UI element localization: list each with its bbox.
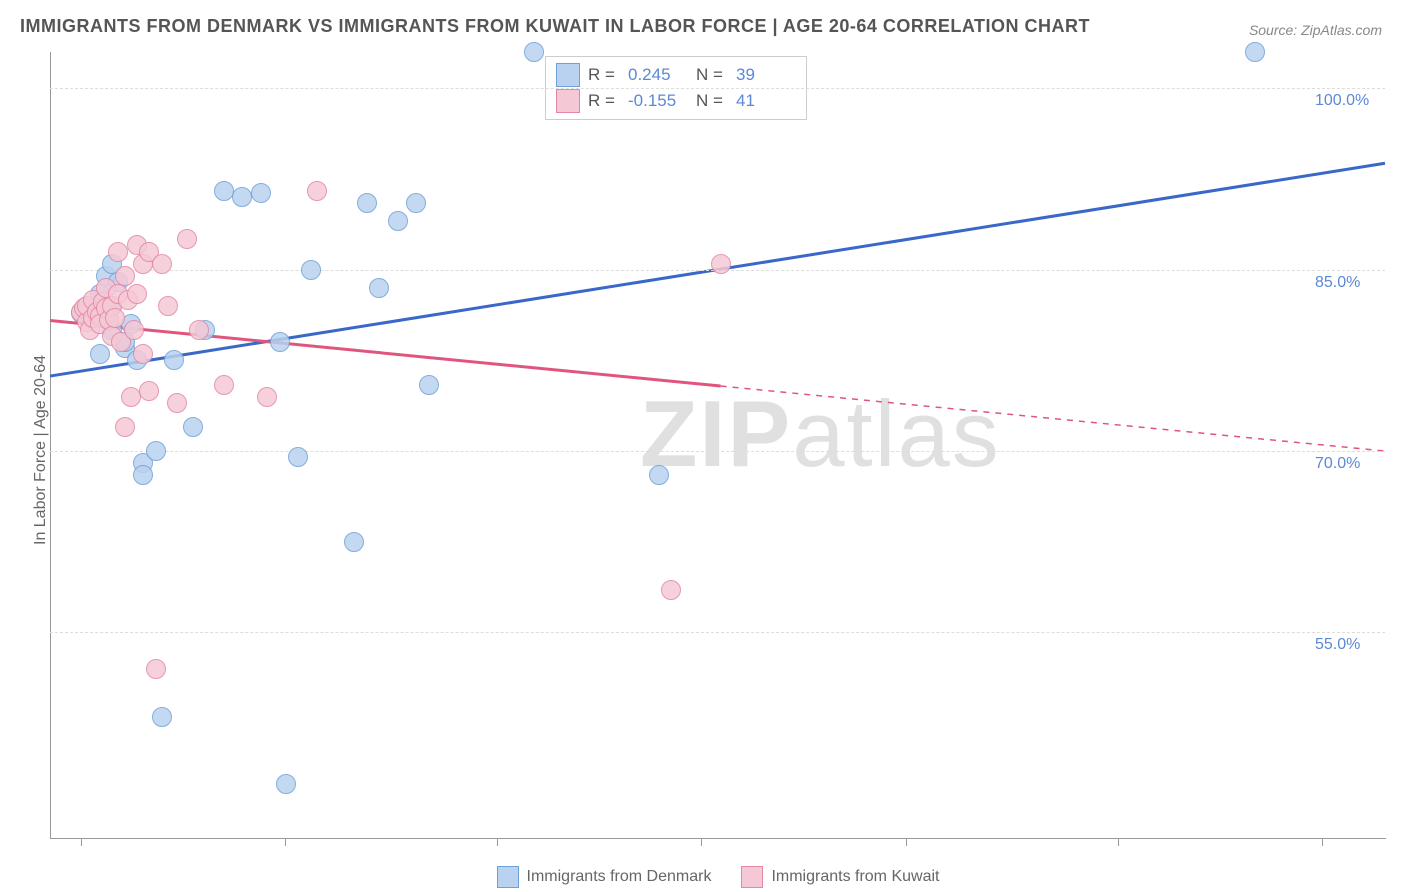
legend-n-label: N = — [696, 91, 728, 111]
data-point — [270, 332, 290, 352]
data-point — [257, 387, 277, 407]
data-point — [661, 580, 681, 600]
y-tick-label: 70.0% — [1315, 455, 1360, 473]
data-point — [121, 387, 141, 407]
data-point — [105, 308, 125, 328]
y-tick-label: 85.0% — [1315, 274, 1360, 292]
legend-swatch — [556, 63, 580, 87]
data-point — [232, 187, 252, 207]
data-point — [406, 193, 426, 213]
y-tick-label: 100.0% — [1315, 92, 1369, 110]
data-point — [369, 278, 389, 298]
data-point — [649, 465, 669, 485]
gridline — [50, 451, 1385, 452]
data-point — [189, 320, 209, 340]
data-point — [183, 417, 203, 437]
legend-series-label: Immigrants from Kuwait — [771, 868, 939, 885]
gridline — [50, 632, 1385, 633]
data-point — [152, 254, 172, 274]
data-point — [1245, 42, 1265, 62]
legend-r-label: R = — [588, 91, 620, 111]
legend-n-label: N = — [696, 65, 728, 85]
data-point — [152, 707, 172, 727]
data-point — [133, 465, 153, 485]
legend-r-value: -0.155 — [628, 91, 688, 111]
source-label: Source: ZipAtlas.com — [1249, 22, 1382, 38]
data-point — [146, 441, 166, 461]
y-axis-label: In Labor Force | Age 20-64 — [32, 355, 50, 545]
legend-r-label: R = — [588, 65, 620, 85]
x-tick-mark — [497, 838, 498, 846]
data-point — [419, 375, 439, 395]
data-point — [214, 375, 234, 395]
legend-row: R = -0.155 N = 41 — [556, 89, 796, 113]
data-point — [288, 447, 308, 467]
legend-row: R = 0.245 N = 39 — [556, 63, 796, 87]
data-point — [146, 659, 166, 679]
data-point — [214, 181, 234, 201]
data-point — [177, 229, 197, 249]
legend-swatch — [556, 89, 580, 113]
data-point — [344, 532, 364, 552]
x-tick-mark — [81, 838, 82, 846]
data-point — [124, 320, 144, 340]
data-point — [167, 393, 187, 413]
data-point — [108, 242, 128, 262]
data-point — [388, 211, 408, 231]
data-point — [301, 260, 321, 280]
legend-r-value: 0.245 — [628, 65, 688, 85]
plot-area — [50, 52, 1386, 839]
data-point — [164, 350, 184, 370]
x-tick-mark — [285, 838, 286, 846]
legend-swatch — [497, 866, 519, 888]
legend-n-value: 41 — [736, 91, 796, 111]
x-tick-mark — [906, 838, 907, 846]
legend-swatch — [741, 866, 763, 888]
data-point — [158, 296, 178, 316]
chart-title: IMMIGRANTS FROM DENMARK VS IMMIGRANTS FR… — [20, 16, 1090, 37]
x-tick-mark — [1118, 838, 1119, 846]
data-point — [357, 193, 377, 213]
y-tick-label: 55.0% — [1315, 636, 1360, 654]
series-legend: Immigrants from Denmark Immigrants from K… — [0, 866, 1406, 888]
data-point — [115, 266, 135, 286]
data-point — [711, 254, 731, 274]
data-point — [524, 42, 544, 62]
legend-series-label: Immigrants from Denmark — [527, 868, 712, 885]
data-point — [307, 181, 327, 201]
data-point — [127, 284, 147, 304]
data-point — [115, 417, 135, 437]
x-tick-mark — [701, 838, 702, 846]
legend-n-value: 39 — [736, 65, 796, 85]
data-point — [133, 344, 153, 364]
data-point — [90, 344, 110, 364]
data-point — [139, 381, 159, 401]
data-point — [276, 774, 296, 794]
gridline — [50, 88, 1385, 89]
data-point — [251, 183, 271, 203]
x-tick-mark — [1322, 838, 1323, 846]
